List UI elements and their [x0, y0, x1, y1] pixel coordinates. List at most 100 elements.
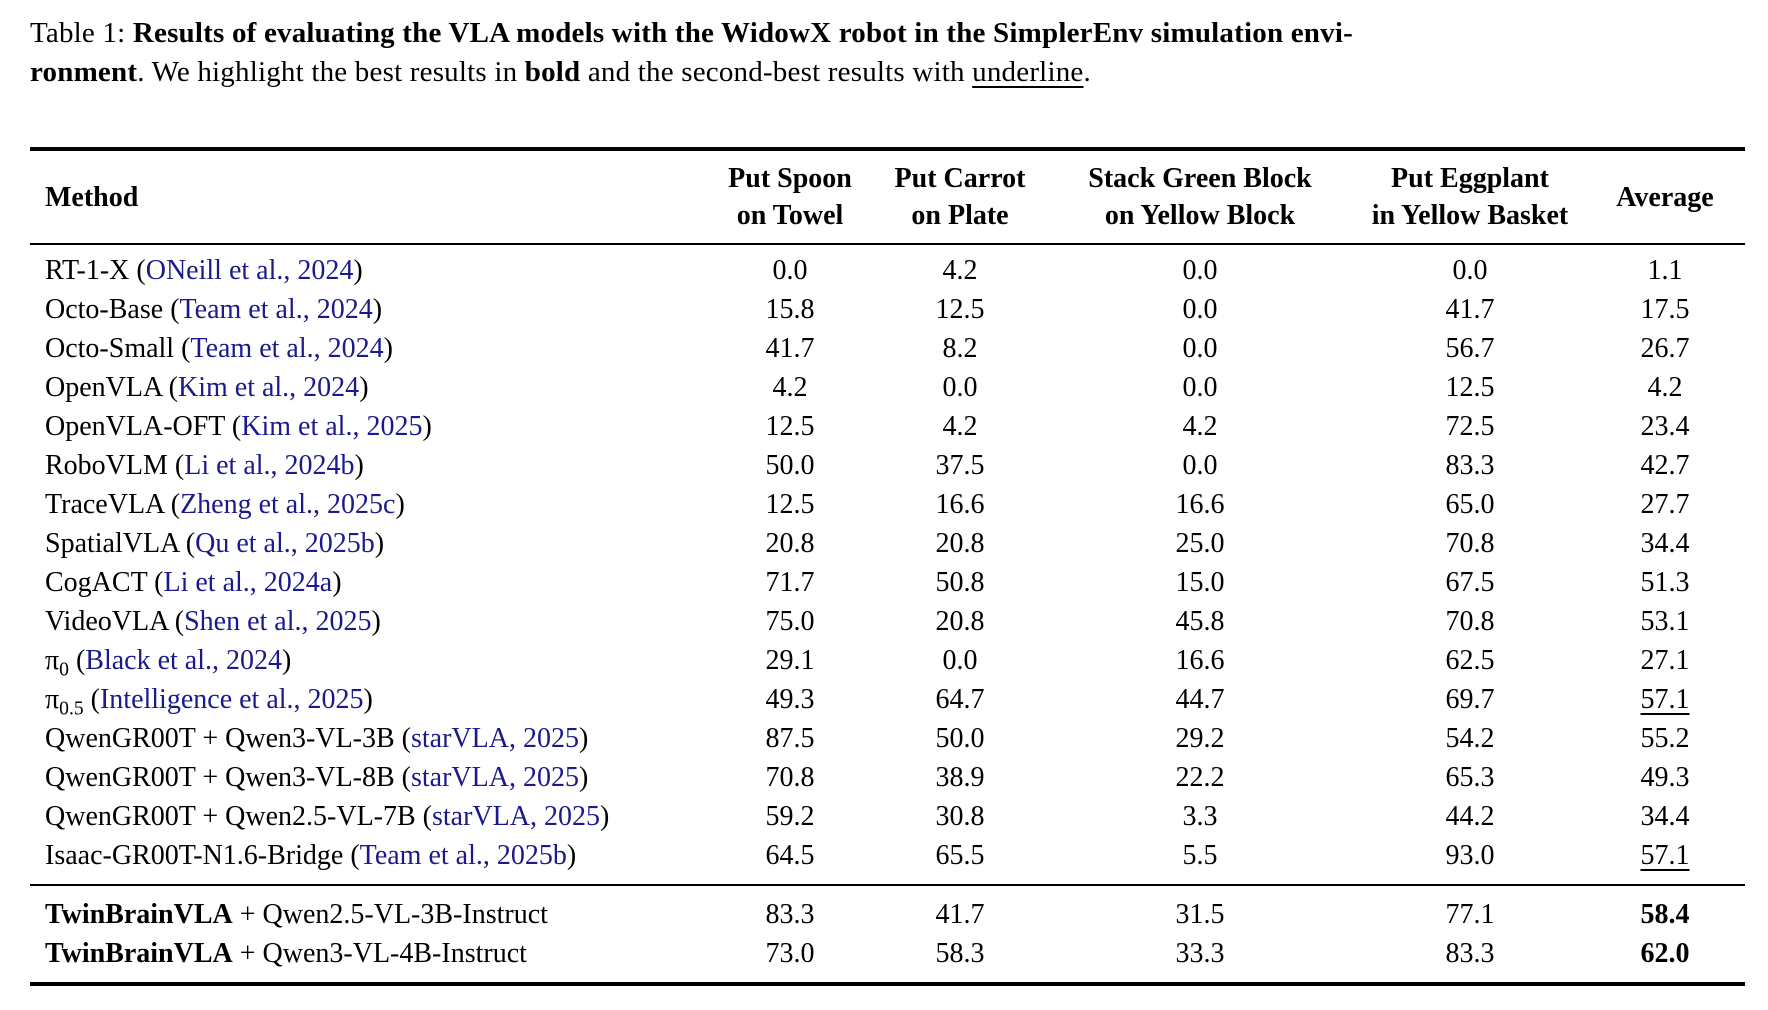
- average-value: 1.1: [1647, 255, 1683, 286]
- average-value: 55.2: [1640, 723, 1690, 754]
- citation-paren-close: ): [578, 762, 589, 793]
- citation-link[interactable]: starVLA, 2025: [411, 723, 579, 754]
- citation-link[interactable]: Team et al., 2025b: [359, 840, 567, 871]
- caption-segment: . We highlight the best results in: [137, 56, 525, 88]
- citation-paren-open: (: [147, 567, 164, 598]
- value-cell: 50.0: [765, 450, 815, 481]
- method-cell: CogACT (Li et al., 2024a): [30, 563, 705, 602]
- citation-paren-close: ): [578, 723, 589, 754]
- citation-paren-close: ): [282, 645, 292, 676]
- average-value: 62.0: [1640, 938, 1690, 969]
- value-cell: 16.6: [1175, 645, 1225, 676]
- method-cell: OpenVLA-OFT (Kim et al., 2025): [30, 407, 705, 446]
- citation-link[interactable]: Kim et al., 2024: [177, 372, 360, 403]
- average-cell: 4.2: [1585, 368, 1745, 407]
- value-cell: 8.2: [942, 333, 978, 364]
- value-cell: 64.7: [935, 684, 985, 715]
- average-cell: 26.7: [1585, 329, 1745, 368]
- value-cell: 0.0: [772, 255, 808, 286]
- value-cell: 69.7: [1445, 684, 1495, 715]
- caption-segment: Table 1:: [30, 17, 133, 49]
- value-cell: 41.7: [1445, 294, 1495, 325]
- caption-line: Table 1: Results of evaluating the VLA m…: [30, 14, 1745, 53]
- method-name: QwenGR00T + Qwen3-VL-3B: [45, 723, 395, 754]
- average-cell: 57.1: [1585, 836, 1745, 885]
- value-cell: 22.2: [1175, 762, 1225, 793]
- value-cell: 33.3: [1175, 938, 1225, 969]
- method-cell: TraceVLA (Zheng et al., 2025c): [30, 485, 705, 524]
- method-name: Octo-Small: [45, 333, 175, 364]
- caption-segment: underline: [972, 56, 1084, 88]
- value-cell: 12.5: [765, 411, 815, 442]
- citation-link[interactable]: Kim et al., 2025: [241, 411, 423, 442]
- method-subscript: 0.5: [59, 698, 84, 720]
- value-cell: 37.5: [935, 450, 985, 481]
- average-cell: 34.4: [1585, 797, 1745, 836]
- citation-paren-open: (: [224, 411, 242, 442]
- citation-paren-open: (: [174, 333, 191, 364]
- table-row: TraceVLA (Zheng et al., 2025c) 12.5 16.6 16…: [30, 485, 1745, 524]
- average-value: 57.1: [1640, 684, 1690, 715]
- citation-link[interactable]: Qu et al., 2025b: [195, 528, 375, 559]
- citation-link[interactable]: Zheng et al., 2025c: [180, 489, 396, 520]
- value-cell: 70.8: [765, 762, 815, 793]
- average-value: 27.1: [1640, 645, 1690, 676]
- method-name-bold: TwinBrainVLA: [45, 899, 233, 930]
- citation-link[interactable]: Li et al., 2024b: [184, 450, 355, 481]
- citation-link[interactable]: ONeill et al., 2024: [145, 255, 354, 286]
- citation-link[interactable]: Shen et al., 2025: [184, 606, 372, 637]
- value-cell: 4.2: [942, 411, 978, 442]
- value-cell: 64.5: [765, 840, 815, 871]
- citation-link[interactable]: starVLA, 2025: [411, 762, 579, 793]
- column-header-line: Put Carrot: [894, 163, 1026, 194]
- table-row: SpatialVLA (Qu et al., 2025b) 20.8 20.8 25.…: [30, 524, 1745, 563]
- table-row: OpenVLA (Kim et al., 2024) 4.2 0.0 0.0 12.5 4…: [30, 368, 1745, 407]
- value-cell: 59.2: [765, 801, 815, 832]
- citation-paren-close: ): [395, 489, 405, 520]
- caption-segment: Results of evaluating the VLA models wit…: [132, 17, 1353, 49]
- value-cell: 20.8: [765, 528, 815, 559]
- value-cell: 29.2: [1175, 723, 1225, 754]
- citation-link[interactable]: Li et al., 2024a: [163, 567, 333, 598]
- average-cell: 27.1: [1585, 641, 1745, 680]
- citation-link[interactable]: Team et al., 2024: [179, 294, 373, 325]
- value-cell: 5.5: [1182, 840, 1218, 871]
- citation-paren-open: (: [394, 723, 411, 754]
- citation-link[interactable]: Intelligence et al., 2025: [99, 684, 364, 715]
- citation-paren-open: (: [167, 606, 185, 637]
- citation-link[interactable]: starVLA, 2025: [432, 801, 600, 832]
- header-row: Method Put Spoon on Towel Put Carrot on Plat…: [30, 149, 1745, 244]
- value-cell: 41.7: [765, 333, 815, 364]
- value-cell: 4.2: [942, 255, 978, 286]
- value-cell: 62.5: [1445, 645, 1495, 676]
- caption-segment: ronment: [30, 56, 138, 88]
- average-cell: 58.4: [1585, 884, 1745, 934]
- citation-paren-open: (: [415, 801, 432, 832]
- citation-link[interactable]: Black et al., 2024: [85, 645, 282, 676]
- table-row: VideoVLA (Shen et al., 2025) 75.0 20.8 45.8…: [30, 602, 1745, 641]
- method-subscript: 0: [59, 659, 69, 681]
- value-cell: 83.3: [1445, 938, 1495, 969]
- value-cell: 41.7: [875, 884, 1045, 934]
- column-header: Method: [30, 149, 705, 244]
- citation-paren-open: (: [163, 294, 180, 325]
- average-value: 34.4: [1640, 528, 1690, 559]
- method-cell: RoboVLM (Li et al., 2024b): [30, 446, 705, 485]
- value-cell: 29.1: [765, 645, 815, 676]
- citation-paren-open: (: [343, 840, 360, 871]
- value-cell: 15.0: [1175, 567, 1225, 598]
- column-header: Stack Green Block on Yellow Block: [1045, 149, 1355, 244]
- citation-link[interactable]: Team et al., 2024: [190, 333, 384, 364]
- average-cell: 34.4: [1585, 524, 1745, 563]
- method-cell: VideoVLA (Shen et al., 2025): [30, 602, 705, 641]
- value-cell: 0.0: [1182, 255, 1218, 286]
- value-cell: 31.5: [1045, 884, 1355, 934]
- value-cell: 49.3: [765, 684, 815, 715]
- method-cell: QwenGR00T + Qwen2.5-VL-7B (starVLA, 2025…: [30, 797, 705, 836]
- citation-paren-close: ): [374, 528, 385, 559]
- value-cell: 3.3: [1182, 801, 1218, 832]
- average-cell: 53.1: [1585, 602, 1745, 641]
- citation-paren-close: ): [354, 450, 364, 481]
- value-cell: 93.0: [1445, 840, 1495, 871]
- method-name: π: [45, 684, 60, 715]
